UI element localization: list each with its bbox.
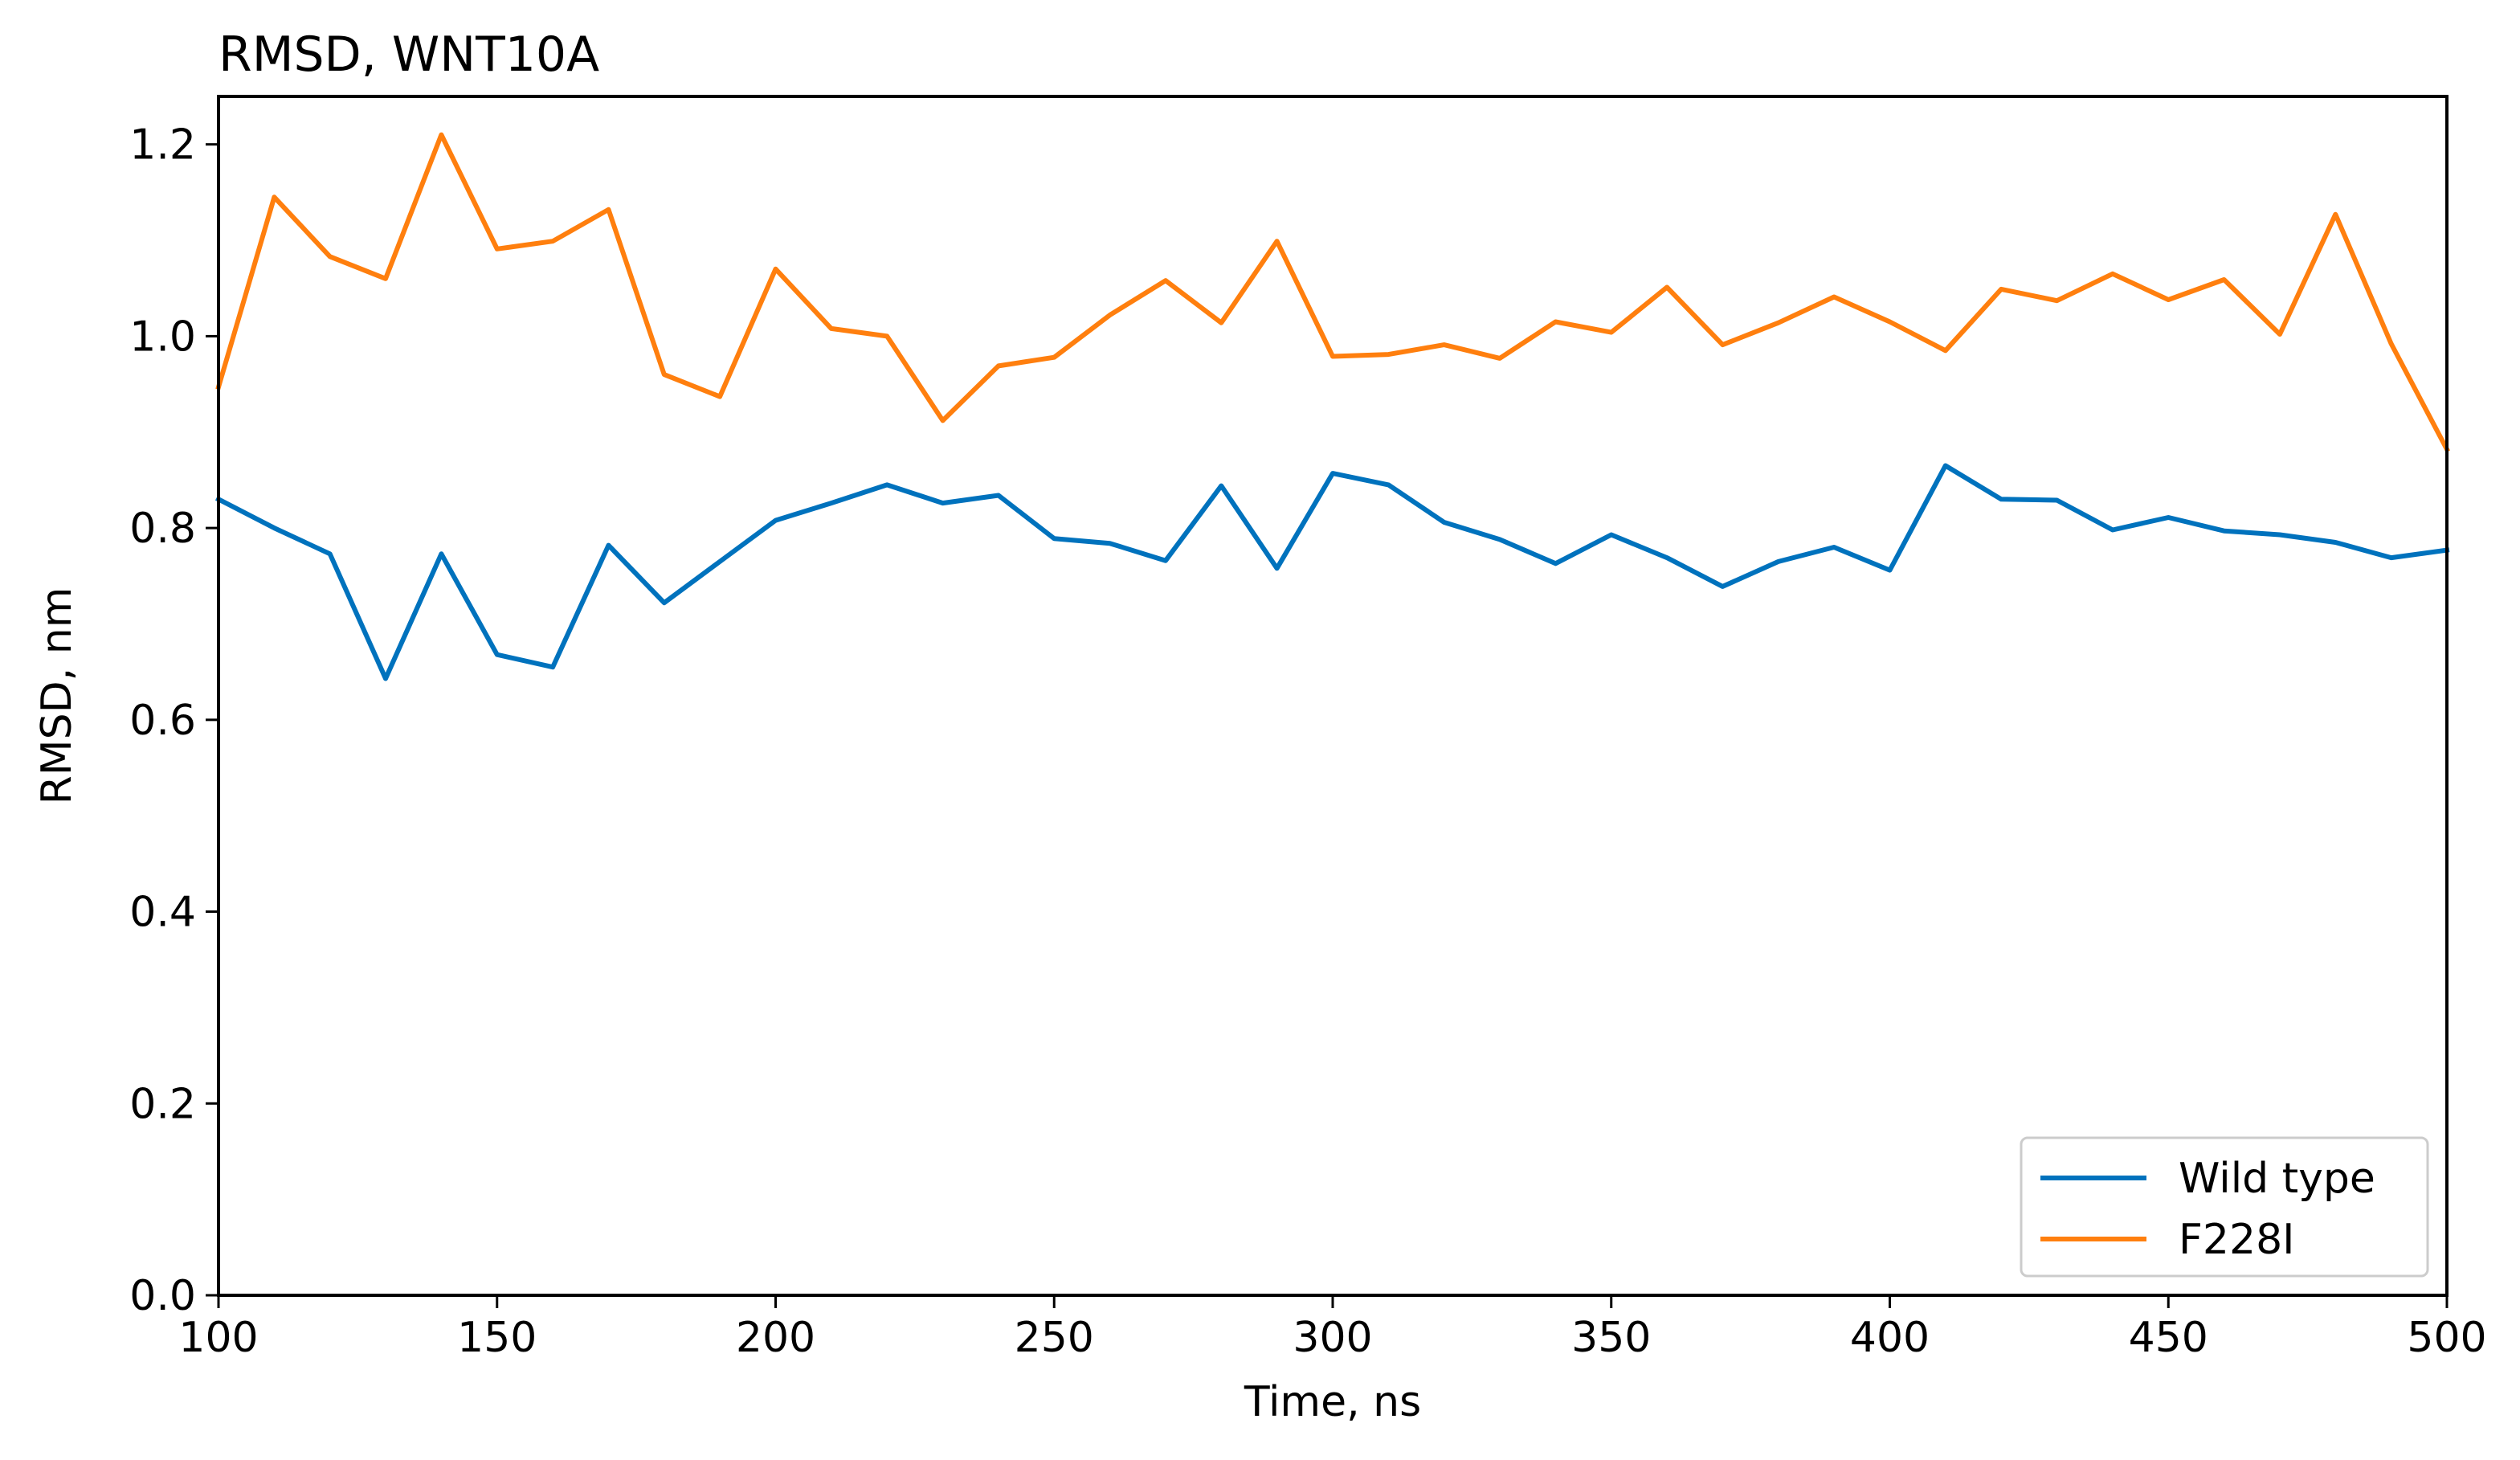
y-tick-label: 0.2 xyxy=(129,1080,196,1128)
x-axis-label: Time, ns xyxy=(1244,1378,1421,1426)
x-tick-label: 150 xyxy=(457,1314,537,1362)
legend-label: F228I xyxy=(2179,1216,2295,1264)
x-tick-label: 300 xyxy=(1293,1314,1372,1362)
x-tick-label: 400 xyxy=(1850,1314,1930,1362)
y-axis: 0.0 0.2 0.4 0.6 0.8 1.0 1.2 xyxy=(129,121,219,1320)
y-tick-label: 0.6 xyxy=(129,697,196,745)
x-tick-label: 350 xyxy=(1571,1314,1651,1362)
y-tick-label: 0.4 xyxy=(129,889,196,937)
x-tick-label: 450 xyxy=(2129,1314,2208,1362)
legend-label: Wild type xyxy=(2179,1155,2375,1203)
x-tick-label: 100 xyxy=(178,1314,258,1362)
y-tick-label: 0.0 xyxy=(129,1272,196,1320)
y-tick-label: 1.0 xyxy=(129,313,196,361)
chart-title: RMSD, WNT10A xyxy=(219,27,599,83)
legend: Wild type F228I xyxy=(2020,1136,2429,1278)
x-axis: 100 150 200 250 300 350 400 450 500 xyxy=(178,1295,2487,1362)
y-axis-label: RMSD, nm xyxy=(33,587,81,805)
x-tick-label: 200 xyxy=(736,1314,815,1362)
series-line-f228i xyxy=(215,132,2451,453)
plot-area xyxy=(214,132,2451,681)
x-tick-label: 500 xyxy=(2407,1314,2486,1362)
x-tick-label: 250 xyxy=(1015,1314,1094,1362)
series-line-wild-type xyxy=(214,463,2450,681)
y-tick-label: 0.8 xyxy=(129,505,196,553)
y-tick-label: 1.2 xyxy=(129,121,196,170)
